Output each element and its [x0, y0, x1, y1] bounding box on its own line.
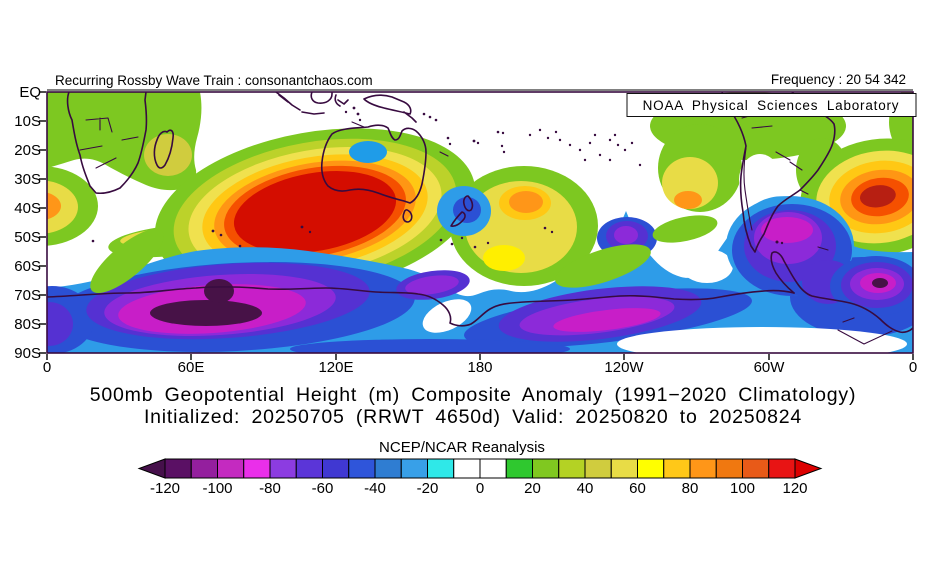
colorbar-cell [400, 458, 428, 479]
colorbar-title: NCEP/NCAR Reanalysis [379, 439, 545, 456]
noaa-credit: NOAA Physical Sciences Laboratory [643, 98, 900, 113]
chart-subtitle: Initialized: 20250705 (RRWT 4650d) Valid… [144, 406, 802, 428]
colorbar-cell [689, 458, 717, 479]
map-frame [46, 91, 914, 354]
colorbar-tick: -100 [202, 480, 232, 497]
chart-title: 500mb Geopotential Height (m) Composite … [90, 384, 857, 406]
antarctic-indian-negative [86, 262, 370, 340]
lon-label: 120W [604, 359, 644, 376]
colorbar-cell [243, 458, 271, 479]
coastlines [47, 92, 913, 345]
axis-ticks [39, 91, 914, 360]
lat-label: 50S [14, 229, 41, 246]
lat-label: 20S [14, 142, 41, 159]
lat-label: 40S [14, 200, 41, 217]
colorbar-arrow-left [137, 458, 166, 479]
new-zealand-negative [437, 186, 491, 236]
lon-label: 60W [754, 359, 786, 376]
colorbar-cell [663, 458, 691, 479]
credit-box [626, 93, 917, 117]
north-australia-negative [349, 141, 387, 163]
colorbar-cell [348, 458, 376, 479]
colorbar-cell [768, 458, 796, 479]
colorbar-tick: 120 [782, 480, 807, 497]
colorbar-tick: 20 [524, 480, 541, 497]
colorbar-cell [269, 458, 297, 479]
pacific-islands [422, 112, 642, 167]
colorbar-cell [637, 458, 665, 479]
lon-label: 120E [318, 359, 353, 376]
watermark-label: Recurring Rossby Wave Train : consonantc… [55, 73, 373, 88]
lat-label: 90S [14, 345, 41, 362]
colorbar-cell [742, 458, 770, 479]
colorbar-tick: 100 [730, 480, 755, 497]
colorbar-cell [164, 458, 192, 479]
white-gaps [422, 249, 907, 353]
lat-label: 30S [14, 171, 41, 188]
colorbar-arrow-right [794, 458, 823, 479]
colorbar-cell [374, 458, 402, 479]
colorbar-tick: -20 [417, 480, 439, 497]
colorbar [137, 458, 823, 479]
colorbar-cell [479, 458, 507, 479]
colorbar-tick: -40 [364, 480, 386, 497]
lat-label: 70S [14, 287, 41, 304]
colorbar-tick: 80 [682, 480, 699, 497]
colorbar-cell [217, 458, 245, 479]
lon-label: 60E [178, 359, 205, 376]
colorbar-cell [453, 458, 481, 479]
colorbar-tick: 0 [476, 480, 484, 497]
colorbar-cell [715, 458, 743, 479]
colorbar-tick: 60 [629, 480, 646, 497]
colorbar-cell [190, 458, 218, 479]
lon-axis: 0 60E 120E 180 120W 60W 0 [43, 359, 917, 376]
colorbar-cell [322, 458, 350, 479]
ross-sea-negative [396, 270, 702, 342]
lon-label: 0 [909, 359, 917, 376]
se-pacific-positive [450, 166, 598, 286]
lat-label: 80S [14, 316, 41, 333]
frequency-label: Frequency : 20 54 342 [771, 72, 906, 87]
colorbar-cell [532, 458, 560, 479]
colorbar-ticks: -120 -100 -80 -60 -40 -20 0 20 40 60 80 … [150, 480, 808, 497]
green-band-fragments [90, 215, 718, 294]
lon-label: 0 [43, 359, 51, 376]
left-corner-negative [47, 302, 73, 346]
lat-label: 10S [14, 113, 41, 130]
colorbar-cell [505, 458, 533, 479]
colorbar-tick: -120 [150, 480, 180, 497]
colorbar-cell [558, 458, 586, 479]
lat-axis: EQ 10S 20S 30S 40S 50S 60S 70S 80S 90S [14, 84, 41, 362]
colorbar-cell [584, 458, 612, 479]
colorbar-cell [427, 458, 455, 479]
colorbar-cell [610, 458, 638, 479]
colorbar-cell [295, 458, 323, 479]
colorbar-tick: -80 [259, 480, 281, 497]
lon-label: 180 [467, 359, 492, 376]
madagascar-positive-spot [144, 134, 192, 176]
anomaly-map [47, 92, 913, 353]
lat-label: EQ [19, 84, 41, 101]
colorbar-tick: -60 [312, 480, 334, 497]
left-edge-positive-wrap [47, 166, 98, 246]
weddell-negative [830, 256, 913, 316]
colorbar-tick: 40 [577, 480, 594, 497]
lat-label: 60S [14, 258, 41, 275]
